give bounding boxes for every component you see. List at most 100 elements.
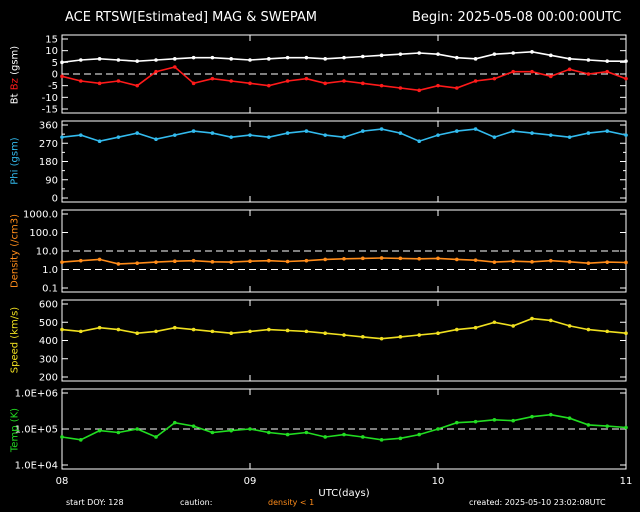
data-point-speed [60,327,64,332]
data-point-bz [398,86,403,90]
y-tick-label: 1000.0 [23,210,58,221]
data-point-speed [567,324,572,328]
data-point-speed [210,329,215,334]
data-point-density [379,256,384,260]
data-point-speed [492,320,497,325]
data-point-bz [586,72,591,76]
data-point-speed [97,325,102,330]
data-point-speed [511,324,515,328]
data-point-bz [511,69,515,74]
start-doy: start DOY: 128 [66,498,124,507]
data-point-bz [455,86,459,90]
data-point-bz [248,81,252,86]
data-point-density [605,260,609,264]
data-point-temp [511,418,515,423]
data-point-density [342,256,346,261]
data-point-temp [549,412,553,417]
data-point-phi [248,133,252,137]
data-point-phi [624,133,628,137]
data-point-bt [417,51,422,55]
data-point-phi [154,137,158,141]
x-tick-label: 08 [56,476,69,487]
caution-label: caution: [180,498,213,507]
data-point-speed [473,325,478,330]
y-tick-label: 1.0 [42,265,58,276]
data-point-temp [492,418,497,422]
data-point-phi [191,129,196,133]
data-point-speed [549,318,553,323]
data-point-temp [586,423,591,427]
y-tick-label: -10 [42,93,58,104]
ylabel-gsm: (gsm) [9,45,21,75]
data-point-speed [154,329,158,334]
data-point-bt [379,53,384,58]
data-point-temp [624,425,628,430]
data-point-bt [549,53,553,58]
data-point-bt [154,58,158,62]
data-point-speed [605,329,609,334]
data-point-bz [191,81,196,86]
data-point-bt [267,57,271,61]
y-tick-label: 270 [39,139,58,150]
y-tick-label: 500 [39,318,58,329]
data-point-bz [492,76,497,81]
ylabel-density: Density (/cm3) [9,214,21,288]
data-point-phi [605,129,609,133]
data-point-density [304,258,309,263]
data-point-phi [567,135,572,139]
ylabel-temp: Temp (K) [9,407,21,453]
data-point-phi [323,133,328,137]
created-time: created: 2025-05-10 23:02:08UTC [469,498,606,507]
data-point-density [116,262,121,266]
data-point-temp [267,430,271,435]
data-point-density [210,260,215,264]
data-point-speed [285,328,290,333]
x-axis-label: UTC(days) [318,488,369,499]
data-point-phi [60,135,64,139]
y-tick-label: 360 [39,121,58,132]
data-point-temp [248,427,252,431]
data-point-temp [455,420,459,425]
data-point-bt [511,51,515,55]
data-point-bz [323,81,328,86]
data-point-temp [323,435,328,439]
data-point-density [248,259,252,264]
data-point-speed [586,327,591,332]
data-point-density [473,258,478,262]
y-tick-label: 200 [39,373,58,384]
data-point-density [229,260,233,264]
data-point-phi [79,133,83,137]
data-point-speed [455,327,459,332]
data-point-bt [304,55,309,60]
data-point-bz [567,67,572,72]
data-point-bt [567,57,572,61]
data-point-phi [342,135,346,139]
data-point-temp [191,424,196,428]
data-point-speed [79,329,83,334]
data-point-density [267,258,271,263]
data-point-temp [285,432,290,437]
ylabel-bz: Bz [9,78,21,91]
y-tick-label: 300 [39,354,58,365]
data-point-phi [285,131,290,135]
data-point-phi [97,139,102,144]
y-tick-label: -15 [42,105,58,116]
data-point-bt [323,57,328,61]
data-point-density [79,258,83,263]
data-point-phi [361,129,365,133]
data-point-bz [210,76,215,81]
data-point-speed [116,327,121,332]
data-point-phi [398,131,403,135]
data-point-temp [210,430,215,435]
data-point-speed [379,336,384,341]
y-tick-label: 0 [52,194,58,205]
data-point-bt [173,57,177,61]
data-point-bz [342,79,346,83]
chart-title: ACE RTSW[Estimated] MAG & SWEPAM [65,10,317,25]
y-tick-label: 1.0E+06 [15,389,58,400]
data-point-phi [304,129,309,133]
data-point-bz [135,83,139,88]
data-point-bt [586,58,591,62]
data-point-density [492,260,497,264]
